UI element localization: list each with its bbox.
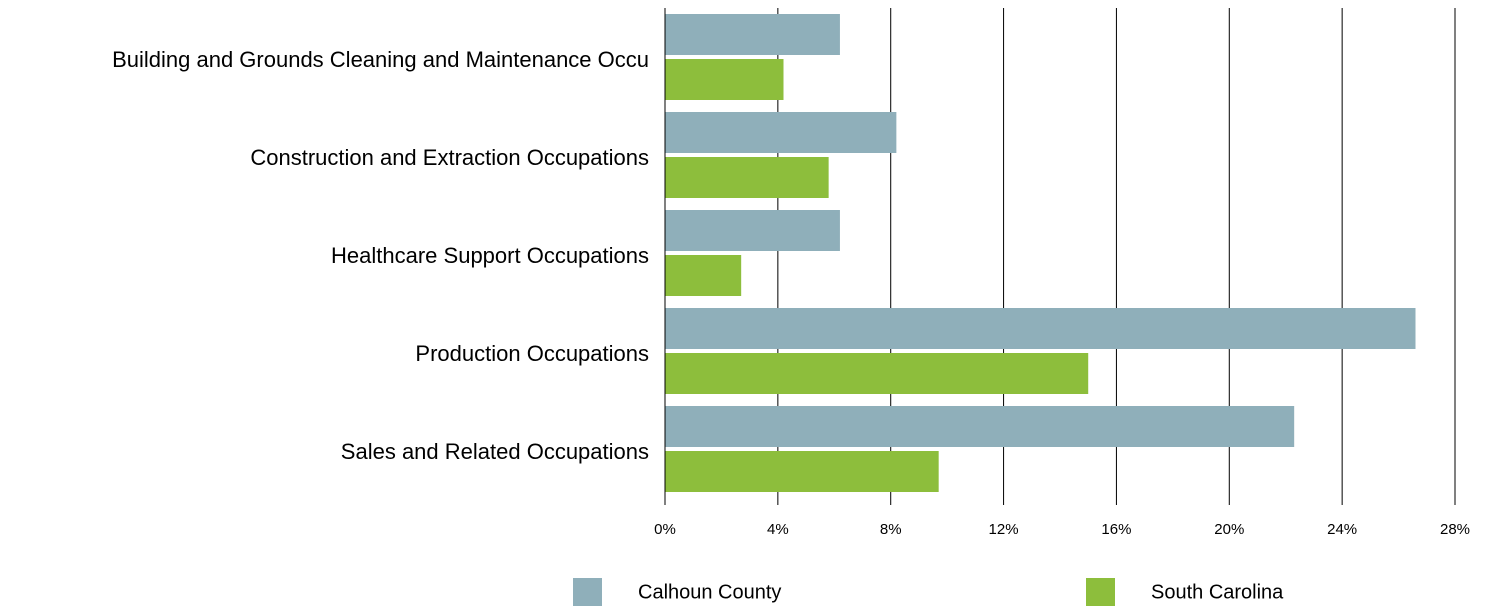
x-tick-label: 20% <box>1214 521 1244 538</box>
bar <box>665 406 1295 447</box>
y-tick-label: Construction and Extraction Occupations <box>250 145 649 170</box>
x-tick-label: 4% <box>767 521 789 538</box>
bar <box>665 255 742 296</box>
x-tick-label: 16% <box>1101 521 1131 538</box>
y-tick-label: Healthcare Support Occupations <box>331 243 649 268</box>
bar <box>665 112 897 153</box>
bar <box>665 451 939 492</box>
legend-swatch <box>1086 578 1115 606</box>
x-tick-label: 0% <box>654 521 676 538</box>
bar <box>665 308 1416 349</box>
x-tick-label: 12% <box>989 521 1019 538</box>
x-tick-label: 24% <box>1327 521 1357 538</box>
bar <box>665 14 840 55</box>
bar <box>665 59 784 100</box>
y-tick-label: Sales and Related Occupations <box>341 439 649 464</box>
y-tick-label: Production Occupations <box>415 341 649 366</box>
x-tick-label: 8% <box>880 521 902 538</box>
legend-label: Calhoun County <box>638 581 781 603</box>
x-tick-label: 28% <box>1440 521 1470 538</box>
legend-label: South Carolina <box>1151 581 1284 603</box>
bar <box>665 157 829 198</box>
y-tick-label: Building and Grounds Cleaning and Mainte… <box>112 47 649 72</box>
legend-swatch <box>573 578 602 606</box>
bar <box>665 353 1089 394</box>
bar <box>665 210 840 251</box>
